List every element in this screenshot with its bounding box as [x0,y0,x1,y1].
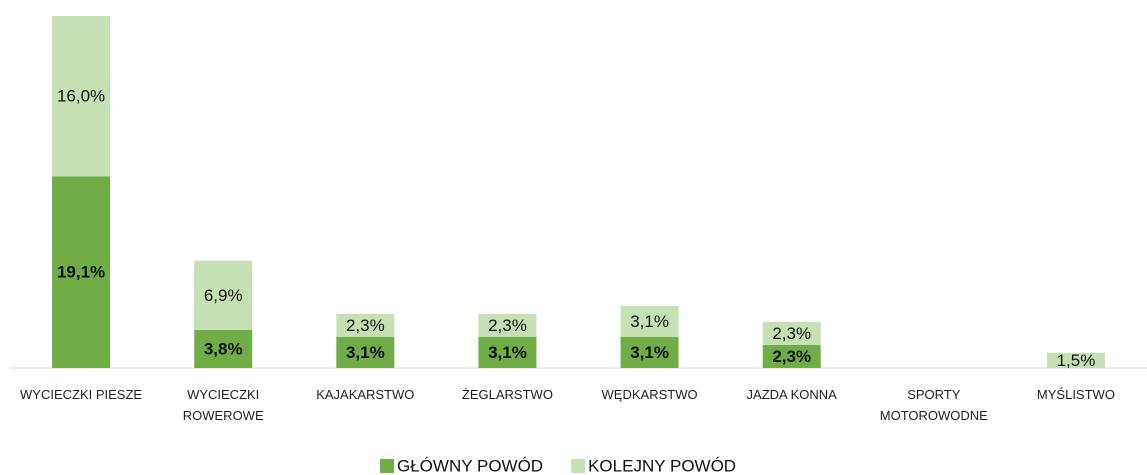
data-label: 3,8% [204,339,243,358]
bar-segment [52,16,111,177]
data-label: 3,1% [630,312,669,331]
data-label: 19,1% [57,263,105,282]
data-label: 2,3% [772,324,811,343]
x-tick-label: WĘDKARSTWO [601,387,698,402]
bar-segment [478,313,537,337]
bar-segment [194,260,253,330]
legend-label: GŁÓWNY POWÓD [397,456,543,475]
x-tick-label: WYCIECZKI PIESZE [20,387,143,402]
bar-segment [620,305,679,337]
bar-segment [620,336,679,368]
bar-segment [762,321,821,345]
x-tick-label: ŻEGLARSTWO [461,387,553,402]
bar-segment [52,176,111,368]
x-tick-label: JAZDA KONNA [746,387,837,402]
data-label: 1,5% [1057,351,1096,370]
data-label: 2,3% [488,316,527,335]
bar-segment [478,336,537,368]
data-label: 3,1% [346,343,385,362]
bar-segment [762,344,821,368]
bar-segment [336,313,395,337]
data-label: 3,1% [630,343,669,362]
data-label: 2,3% [346,316,385,335]
x-tick-label: KAJAKARSTWO [316,387,415,402]
data-label: 3,1% [488,343,527,362]
bar-segment [194,329,253,368]
legend-label: KOLEJNY POWÓD [588,456,736,475]
data-label: 6,9% [204,286,243,305]
x-tick-label: WYCIECZKI ROWEROWE [182,387,264,423]
data-label: 2,3% [772,347,811,366]
legend-swatch [571,459,586,473]
bar-segment [1046,352,1105,368]
bar-segment [336,336,395,368]
data-label: 16,0% [57,87,105,106]
legend-swatch [380,459,394,473]
x-tick-label: MYŚLISTWO [1036,387,1115,402]
x-tick-label: SPORTY MOTOROWODNE [879,387,988,423]
